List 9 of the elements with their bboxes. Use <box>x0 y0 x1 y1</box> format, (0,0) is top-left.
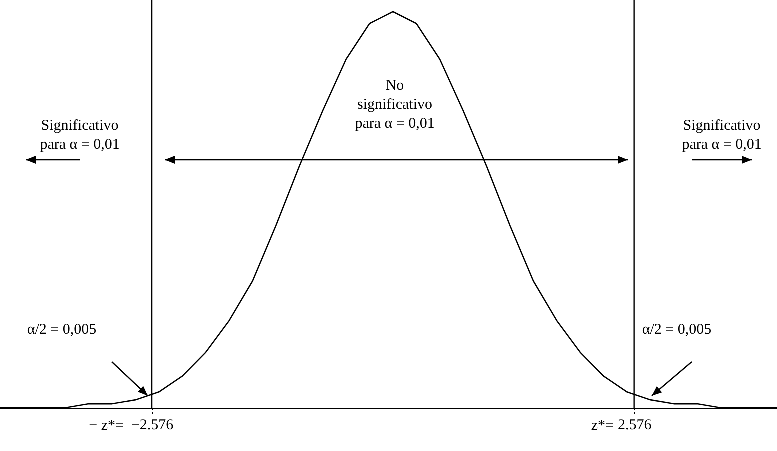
text: − z*= <box>89 418 124 434</box>
annotation: No significativo para α = 0,01 <box>355 78 435 132</box>
annotation: α/2 = 0,005 <box>642 322 712 338</box>
x-tick-label: −2.576 <box>131 418 174 434</box>
x-tick-label: 2.576 <box>618 418 652 434</box>
annotation: Significativo para α = 0,01 <box>682 118 762 153</box>
annotation: α/2 = 0,005 <box>27 322 97 338</box>
annotation: Significativo para α = 0,01 <box>40 118 120 153</box>
text: z*= <box>591 418 614 434</box>
